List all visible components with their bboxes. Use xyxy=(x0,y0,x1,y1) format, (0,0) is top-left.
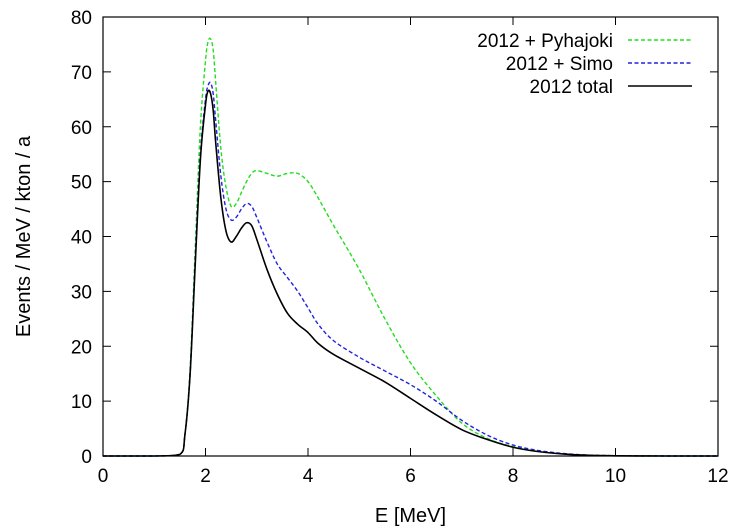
series-lines xyxy=(103,37,718,457)
y-axis-label: Events / MeV / kton / a xyxy=(13,135,35,337)
y-tick-label: 70 xyxy=(71,63,92,84)
series-line-1 xyxy=(103,37,718,457)
y-tick-label: 10 xyxy=(71,392,92,413)
x-tick-label: 6 xyxy=(405,466,416,487)
tick-labels: 0 2 4 6 8 10 12 0 10 20 30 40 50 60 70 80 xyxy=(71,8,729,487)
tick-marks xyxy=(102,16,719,457)
x-tick-label: 2 xyxy=(200,466,211,487)
y-tick-label: 30 xyxy=(71,282,92,303)
y-tick-label: 60 xyxy=(71,118,92,139)
series-line-3 xyxy=(103,89,718,457)
legend-label: 2012 + Pyhajoki xyxy=(477,31,613,52)
legend-label: 2012 total xyxy=(530,77,613,98)
plot-frame xyxy=(102,16,719,457)
x-axis-label: E [MeV] xyxy=(375,505,446,527)
x-tick-label: 0 xyxy=(98,466,109,487)
y-tick-label: 80 xyxy=(71,8,92,29)
y-tick-label: 0 xyxy=(81,447,92,468)
legend-label: 2012 + Simo xyxy=(506,54,613,75)
x-tick-label: 8 xyxy=(508,466,519,487)
y-tick-label: 20 xyxy=(71,337,92,358)
y-tick-label: 50 xyxy=(71,173,92,194)
x-tick-label: 12 xyxy=(707,466,728,487)
y-tick-label: 40 xyxy=(71,228,92,249)
x-tick-label: 10 xyxy=(605,466,626,487)
x-tick-label: 4 xyxy=(303,466,314,487)
